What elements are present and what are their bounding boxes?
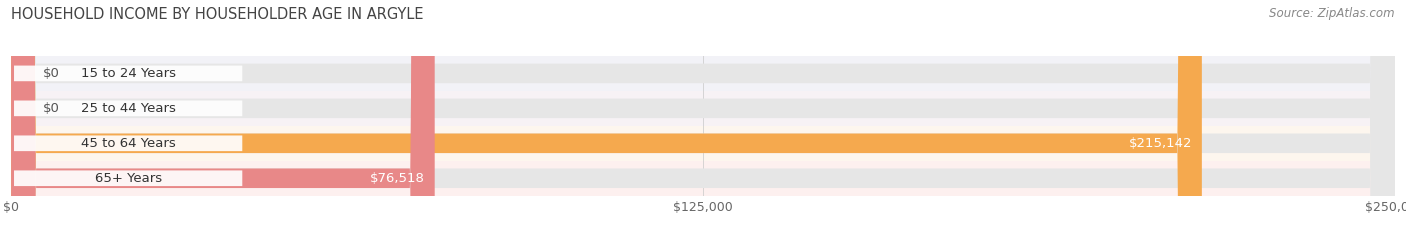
FancyBboxPatch shape (14, 170, 242, 186)
Bar (11, 91, 1395, 126)
Text: 45 to 64 Years: 45 to 64 Years (80, 137, 176, 150)
Bar (11, 56, 1395, 91)
FancyBboxPatch shape (11, 0, 1395, 233)
Text: $0: $0 (44, 102, 60, 115)
Bar (11, 161, 1395, 196)
FancyBboxPatch shape (11, 0, 1395, 233)
Text: 25 to 44 Years: 25 to 44 Years (80, 102, 176, 115)
Text: $76,518: $76,518 (370, 172, 425, 185)
Text: 15 to 24 Years: 15 to 24 Years (80, 67, 176, 80)
Text: $0: $0 (44, 67, 60, 80)
FancyBboxPatch shape (11, 0, 32, 233)
FancyBboxPatch shape (11, 0, 32, 233)
Text: HOUSEHOLD INCOME BY HOUSEHOLDER AGE IN ARGYLE: HOUSEHOLD INCOME BY HOUSEHOLDER AGE IN A… (11, 7, 423, 22)
FancyBboxPatch shape (11, 0, 1395, 233)
FancyBboxPatch shape (11, 0, 1395, 233)
Bar (11, 126, 1395, 161)
Text: Source: ZipAtlas.com: Source: ZipAtlas.com (1270, 7, 1395, 20)
FancyBboxPatch shape (14, 65, 242, 81)
Text: 65+ Years: 65+ Years (94, 172, 162, 185)
FancyBboxPatch shape (14, 135, 242, 151)
Text: $215,142: $215,142 (1129, 137, 1192, 150)
FancyBboxPatch shape (14, 100, 242, 116)
FancyBboxPatch shape (11, 0, 1202, 233)
FancyBboxPatch shape (11, 0, 434, 233)
